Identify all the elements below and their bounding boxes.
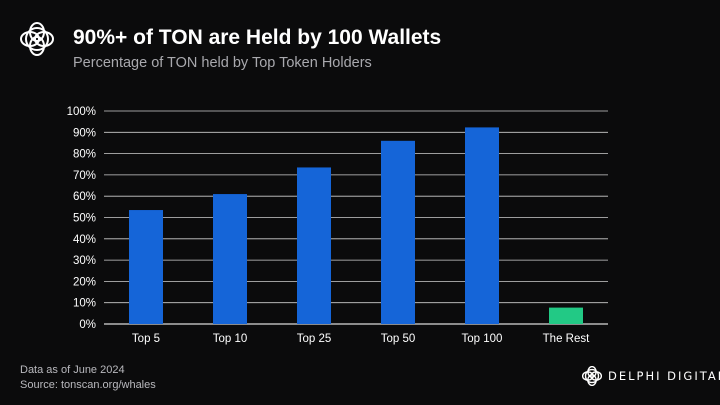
x-axis-ticks: Top 5 Top 10 Top 25 Top 50 Top 100 The Rest xyxy=(132,333,590,345)
chart-subtitle: Percentage of TON held by Top Token Hold… xyxy=(73,55,372,71)
bar xyxy=(381,140,415,324)
y-tick-label: 20% xyxy=(73,276,96,288)
y-tick-label: 40% xyxy=(73,234,96,246)
source-note: Source: tonscan.org/whales xyxy=(20,379,156,391)
x-tick-label: The Rest xyxy=(543,333,590,345)
x-tick-label: Top 10 xyxy=(213,333,248,345)
data-date-note: Data as of June 2024 xyxy=(20,364,125,376)
y-axis-ticks: 0% 10% 20% 30% 40% 50% 60% 70% 80% 90% 100% xyxy=(67,106,96,331)
delphi-flower-icon xyxy=(20,22,54,56)
y-tick-label: 80% xyxy=(73,149,96,161)
bar xyxy=(213,194,247,324)
bar xyxy=(549,307,583,324)
y-tick-label: 30% xyxy=(73,255,96,267)
x-tick-label: Top 5 xyxy=(132,333,160,345)
y-tick-label: 0% xyxy=(79,319,96,331)
x-tick-label: Top 25 xyxy=(297,333,332,345)
x-tick-label: Top 50 xyxy=(381,333,416,345)
y-tick-label: 100% xyxy=(67,106,96,118)
brand-name: DELPHI DIGITAL xyxy=(608,369,720,383)
grid-lines xyxy=(104,110,608,325)
y-tick-label: 90% xyxy=(73,127,96,139)
bar xyxy=(465,127,499,324)
x-tick-label: Top 100 xyxy=(462,333,503,345)
brand-logo: DELPHI DIGITAL xyxy=(582,366,720,386)
bar xyxy=(297,167,331,324)
bar xyxy=(129,210,163,324)
chart-title: 90%+ of TON are Held by 100 Wallets xyxy=(73,26,442,49)
y-tick-label: 50% xyxy=(73,213,96,225)
y-tick-label: 10% xyxy=(73,298,96,310)
y-tick-label: 70% xyxy=(73,170,96,182)
bars xyxy=(129,127,583,324)
y-tick-label: 60% xyxy=(73,191,96,203)
delphi-flower-icon xyxy=(582,366,602,386)
